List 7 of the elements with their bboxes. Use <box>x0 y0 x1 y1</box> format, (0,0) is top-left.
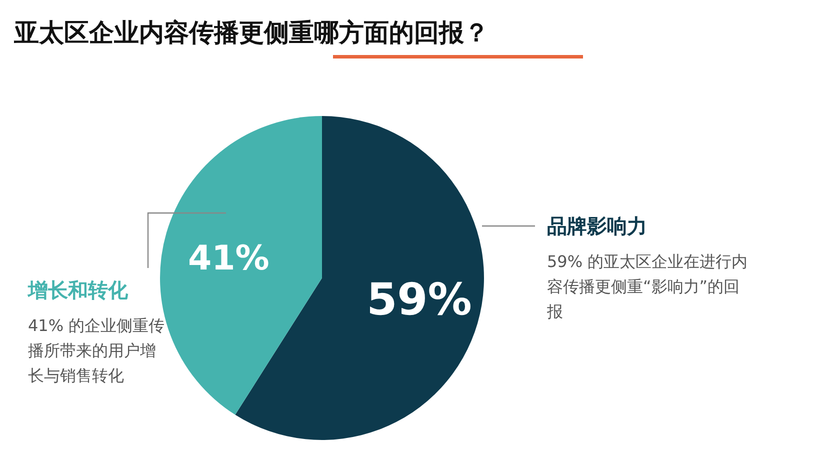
slice-label: 品牌影响力 <box>547 214 647 238</box>
data-label: 59% <box>366 274 472 326</box>
slice-label: 增长和转化 <box>27 278 129 302</box>
text: 59% 的亚太区企业在进行内容传播更侧重“影响力”的回报 <box>546 252 748 321</box>
data-label: 41% <box>188 238 270 278</box>
text: 41% 的企业侧重传播所带来的用户增长与销售转化 <box>28 316 165 385</box>
chart-title: 亚太区企业内容传播更侧重哪方面的回报？ <box>13 18 489 47</box>
